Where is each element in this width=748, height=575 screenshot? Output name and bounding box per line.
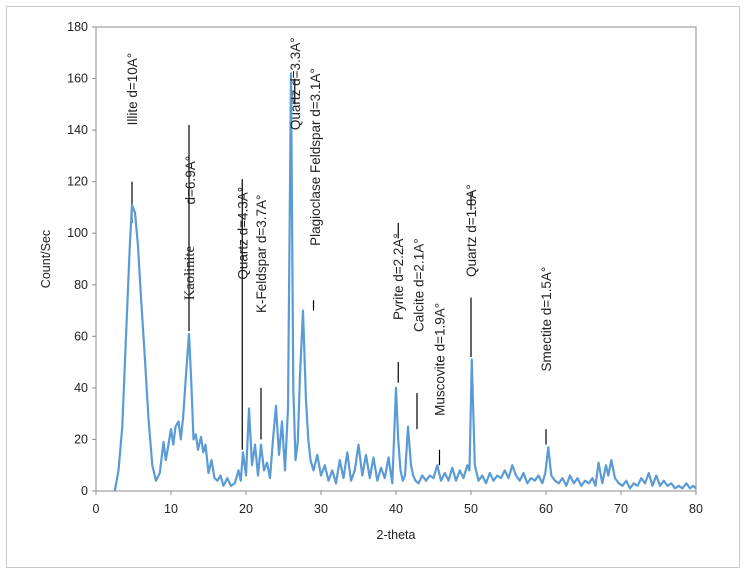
peak-annotation: Calcite d=2.1A° (412, 238, 427, 332)
peak-annotation: Pyrite d=2.2A° (391, 233, 406, 320)
y-tick-label: 0 (81, 484, 88, 498)
x-tick-label: 70 (614, 502, 628, 516)
peak-annotation: d=6.9A° (183, 156, 198, 205)
peak-annotation: Muscovite d=1.9A° (433, 303, 448, 416)
peak-annotation: Smectite d=1.5A° (539, 267, 554, 372)
y-tick-label: 160 (67, 72, 88, 86)
peak-annotation: K-Feldspar d=3.7A° (254, 195, 269, 313)
x-tick-label: 80 (689, 502, 703, 516)
peak-annotation: Quartz d=3.3A° (288, 37, 303, 130)
y-tick-label: 20 (74, 432, 88, 446)
x-tick-label: 10 (164, 502, 178, 516)
y-tick-label: 180 (67, 20, 88, 34)
y-tick-label: 100 (67, 226, 88, 240)
x-tick-label: 20 (239, 502, 253, 516)
x-tick-label: 0 (93, 502, 100, 516)
peak-annotations: Illite d=10A° d=6.9A° Kaolinite Quartz d=4.… (125, 37, 554, 416)
chart-frame: 0 10 20 30 40 50 60 70 80 0 20 40 60 80 100 120 140 160 18… (6, 6, 740, 568)
xrd-chart: 0 10 20 30 40 50 60 70 80 0 20 40 60 80 100 120 140 160 18… (39, 20, 703, 542)
y-tick-label: 60 (74, 329, 88, 343)
y-axis-label: Count/Sec (39, 230, 53, 288)
y-tick-label: 140 (67, 123, 88, 137)
x-tick-label: 40 (389, 502, 403, 516)
y-tick-label: 120 (67, 175, 88, 189)
xrd-series-line (113, 72, 697, 492)
y-tick-label: 40 (74, 381, 88, 395)
peak-annotation: Kaolinite (182, 246, 198, 300)
chart-series (113, 72, 697, 492)
peak-annotation: Quartz d=1.8A° (464, 184, 479, 277)
y-tick-label: 80 (74, 278, 88, 292)
axis-ticks: 0 10 20 30 40 50 60 70 80 0 20 40 60 80 100 120 140 160 18… (67, 20, 703, 516)
peak-annotation: Illite d=10A° (125, 53, 140, 126)
x-tick-label: 50 (464, 502, 478, 516)
peak-annotation: Quartz d=4.3A° (235, 187, 250, 280)
peak-annotation: Plagioclase Feldspar d=3.1A° (308, 68, 323, 246)
x-tick-label: 60 (539, 502, 553, 516)
x-tick-label: 30 (314, 502, 328, 516)
x-axis-label: 2-theta (377, 528, 416, 542)
